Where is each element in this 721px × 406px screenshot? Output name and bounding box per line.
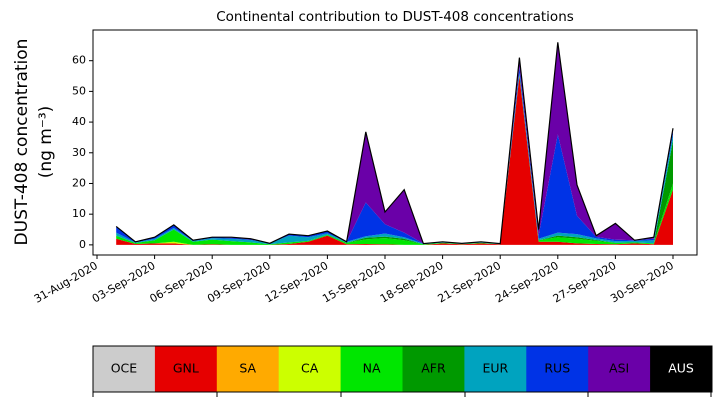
legend-swatch <box>526 346 589 392</box>
legend-swatch <box>278 346 342 392</box>
y-tick-label: 50 <box>72 84 86 97</box>
legend-swatch <box>650 346 713 392</box>
x-tick-label: 24-Sep-2020 <box>493 259 561 306</box>
y-tick-label: 0 <box>79 238 86 251</box>
legend-swatch <box>93 346 156 392</box>
legend-label: AUS <box>668 361 694 376</box>
legend-swatch <box>464 346 527 392</box>
legend-label: RUS <box>544 361 570 376</box>
legend-ticks <box>92 392 712 397</box>
chart-title: Continental contribution to DUST-408 con… <box>216 9 574 25</box>
y-axis-label: (ng m⁻³) <box>36 106 56 179</box>
y-tick-label: 40 <box>72 115 86 128</box>
legend-label: GNL <box>173 361 199 376</box>
legend-label: OCE <box>111 361 138 376</box>
plot-frame <box>92 29 698 256</box>
x-tick-label: 21-Sep-2020 <box>435 259 503 306</box>
plot-area <box>115 42 674 245</box>
legend-swatch <box>216 346 280 392</box>
x-tick-label: 15-Sep-2020 <box>320 259 388 306</box>
y-tick-label: 30 <box>72 146 86 159</box>
legend-swatch <box>154 346 218 392</box>
legend-label: SA <box>239 361 256 376</box>
legend-swatch <box>402 346 465 392</box>
x-tick-label: 06-Sep-2020 <box>147 259 215 306</box>
legend-frame <box>92 345 713 393</box>
legend-label: NA <box>363 361 381 376</box>
y-tick-label: 20 <box>72 176 86 189</box>
area <box>115 42 674 245</box>
area <box>116 76 673 245</box>
x-tick-label: 30-Sep-2020 <box>608 259 676 306</box>
y-axis-label: DUST-408 concentration <box>12 39 32 246</box>
legend-label: EUR <box>482 361 508 376</box>
x-tick-label: 03-Sep-2020 <box>90 259 158 306</box>
legend-swatch <box>588 346 651 392</box>
area <box>116 66 673 244</box>
x-tick-label: 09-Sep-2020 <box>205 259 273 306</box>
x-tick-label: 18-Sep-2020 <box>378 259 446 306</box>
legend: OCE GNL SA CA NA AFR EUR RUS ASI AUS <box>93 346 713 392</box>
legend-label: CA <box>301 361 319 376</box>
legend-label: ASI <box>609 361 629 376</box>
x-tick-label: 12-Sep-2020 <box>263 259 331 306</box>
legend-label: AFR <box>421 361 446 376</box>
x-tick-label: 27-Sep-2020 <box>551 259 619 306</box>
y-tick-label: 60 <box>72 54 86 67</box>
legend-swatch <box>340 346 403 392</box>
area <box>116 42 673 244</box>
y-tick-label: 10 <box>72 207 86 220</box>
x-tick-label: 31-Aug-2020 <box>32 259 100 306</box>
